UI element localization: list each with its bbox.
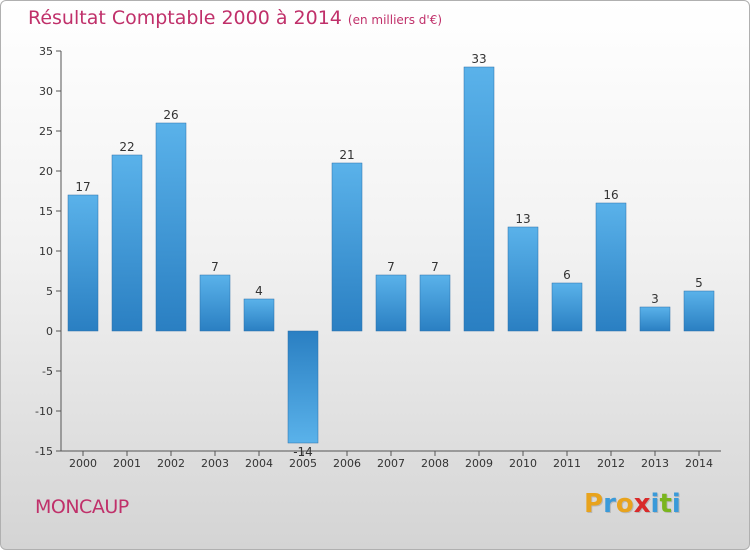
x-tick-label: 2003 — [201, 457, 229, 470]
logo-letter: i — [650, 489, 660, 519]
chart-subtitle: (en milliers d'€) — [347, 13, 443, 27]
y-tick-label: 35 — [39, 45, 53, 58]
logo-letter: i — [671, 489, 681, 519]
bar-value-label: 22 — [119, 140, 134, 154]
bar-value-label: 16 — [603, 188, 618, 202]
bar-value-label: 17 — [75, 180, 90, 194]
x-tick-label: 2004 — [245, 457, 273, 470]
x-tick-label: 2008 — [421, 457, 449, 470]
place-name: MONCAUP — [35, 496, 129, 518]
logo-letter: t — [659, 489, 672, 519]
y-tick-label: 30 — [39, 85, 53, 98]
bar — [199, 274, 231, 332]
y-tick-label: 0 — [46, 325, 53, 338]
y-tick-label: -15 — [35, 445, 53, 458]
bar-value-label: 5 — [695, 276, 703, 290]
y-tick-label: 15 — [39, 205, 53, 218]
bar — [463, 66, 495, 332]
logo-letter: o — [615, 489, 634, 519]
x-tick-label: 2012 — [597, 457, 625, 470]
x-tick-label: 2009 — [465, 457, 493, 470]
bar-value-label: 13 — [515, 212, 530, 226]
bar — [595, 202, 627, 332]
logo-letter: x — [633, 489, 651, 519]
logo-letter: P — [584, 489, 604, 519]
bar — [375, 274, 407, 332]
bar — [111, 154, 143, 332]
y-tick-label: 5 — [46, 285, 53, 298]
y-tick-label: 25 — [39, 125, 53, 138]
bar — [67, 194, 99, 332]
bar-value-label: 33 — [471, 52, 486, 66]
proxiti-logo: Proxiti — [584, 489, 681, 519]
bar — [507, 226, 539, 332]
y-tick-label: 10 — [39, 245, 53, 258]
x-tick-label: 2005 — [289, 457, 317, 470]
x-tick-label: 2006 — [333, 457, 361, 470]
chart-title: Résultat Comptable 2000 à 2014 (en millie… — [28, 7, 443, 29]
x-tick-label: 2001 — [113, 457, 141, 470]
x-tick-label: 2002 — [157, 457, 185, 470]
bar — [551, 282, 583, 332]
bar-value-label: 7 — [211, 260, 219, 274]
bar-value-label: 4 — [255, 284, 263, 298]
bar-value-label: 21 — [339, 148, 354, 162]
x-tick-label: 2007 — [377, 457, 405, 470]
bar-value-label: 6 — [563, 268, 571, 282]
logo-letter: r — [603, 489, 616, 519]
y-tick-label: -10 — [35, 405, 53, 418]
x-tick-label: 2011 — [553, 457, 581, 470]
y-tick-label: -5 — [42, 365, 53, 378]
x-tick-label: 2000 — [69, 457, 97, 470]
bar-value-label: 7 — [431, 260, 439, 274]
x-tick-label: 2013 — [641, 457, 669, 470]
bar — [243, 298, 275, 332]
bar — [287, 330, 319, 444]
y-tick-label: 20 — [39, 165, 53, 178]
x-tick-label: 2010 — [509, 457, 537, 470]
x-tick-label: 2014 — [685, 457, 713, 470]
bar-value-label: 26 — [163, 108, 178, 122]
bar — [419, 274, 451, 332]
bar — [639, 306, 671, 332]
bar-value-label: 7 — [387, 260, 395, 274]
chart-bars — [67, 66, 715, 444]
chart-data-labels: 17 22 26 7 4 -14 21 7 7 33 13 6 16 3 5 — [75, 52, 702, 459]
bar — [331, 162, 363, 332]
bar — [155, 122, 187, 332]
bar — [683, 290, 715, 332]
bar-value-label: -14 — [293, 445, 313, 459]
bar-value-label: 3 — [651, 292, 659, 306]
